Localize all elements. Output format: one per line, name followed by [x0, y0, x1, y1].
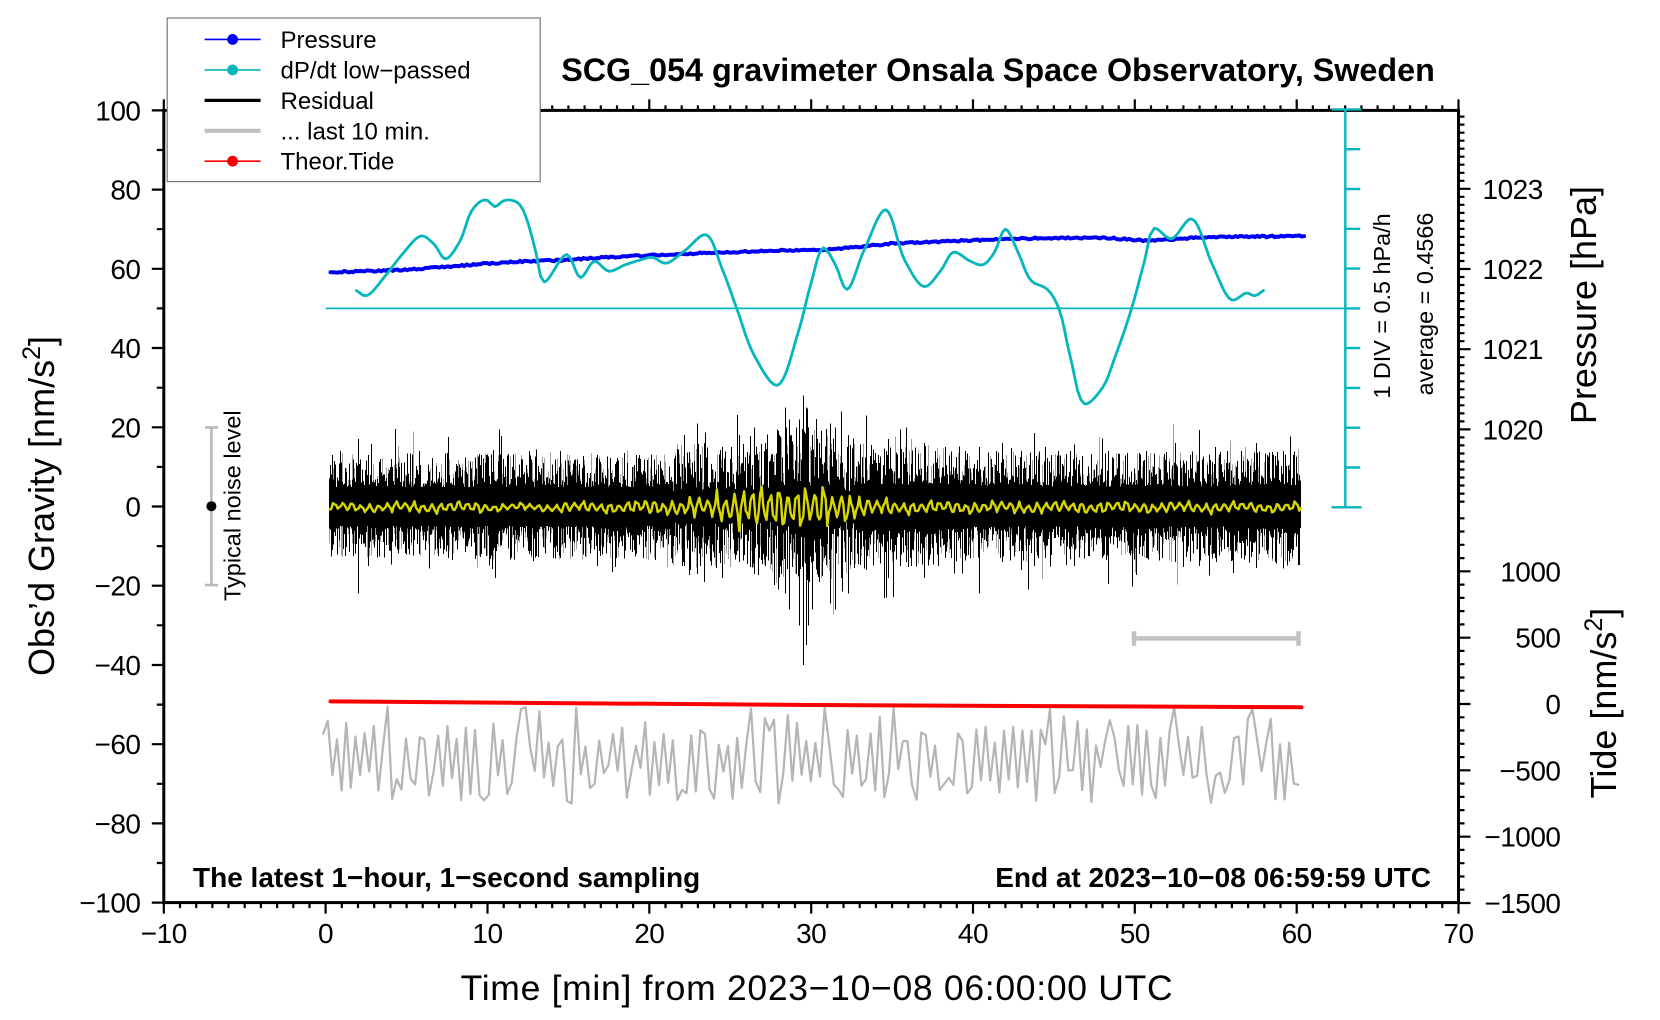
- svg-text:1020: 1020: [1483, 414, 1543, 445]
- svg-text:1022: 1022: [1483, 254, 1543, 285]
- svg-text:100: 100: [95, 95, 140, 126]
- svg-text:The latest 1−hour, 1−second sa: The latest 1−hour, 1−second sampling: [193, 862, 700, 893]
- svg-text:Typical noise level: Typical noise level: [220, 410, 246, 601]
- svg-text:0: 0: [1545, 689, 1560, 720]
- svg-text:−1500: −1500: [1484, 888, 1560, 919]
- svg-text:500: 500: [1515, 623, 1560, 654]
- svg-text:1021: 1021: [1483, 334, 1543, 365]
- svg-text:50: 50: [1120, 918, 1150, 949]
- svg-text:Pressure [hPa]: Pressure [hPa]: [1563, 186, 1604, 424]
- svg-text:Theor.Tide: Theor.Tide: [281, 149, 395, 176]
- svg-text:Tide [nm/s2]: Tide [nm/s2]: [1580, 608, 1624, 799]
- svg-text:70: 70: [1443, 918, 1473, 949]
- svg-text:average = 0.4566: average = 0.4566: [1412, 213, 1438, 396]
- svg-text:Obs’d Gravity [nm/s2]: Obs’d Gravity [nm/s2]: [18, 336, 62, 676]
- svg-text:80: 80: [110, 175, 140, 206]
- svg-text:−10: −10: [141, 918, 187, 949]
- svg-text:60: 60: [110, 254, 140, 285]
- svg-text:−500: −500: [1499, 755, 1560, 786]
- svg-text:0: 0: [125, 492, 140, 523]
- svg-text:... last 10 min.: ... last 10 min.: [281, 118, 430, 145]
- svg-text:Residual: Residual: [281, 88, 374, 115]
- svg-text:−60: −60: [95, 729, 141, 760]
- svg-text:SCG_054 gravimeter Onsala Spac: SCG_054 gravimeter Onsala Space Observat…: [561, 52, 1435, 88]
- svg-text:20: 20: [634, 918, 664, 949]
- svg-text:−1000: −1000: [1484, 822, 1560, 853]
- svg-text:End at 2023−10−08 06:59:59 UTC: End at 2023−10−08 06:59:59 UTC: [995, 862, 1431, 893]
- svg-text:Time [min] from 2023−10−08 06:: Time [min] from 2023−10−08 06:00:00 UTC: [461, 968, 1174, 1008]
- svg-text:40: 40: [958, 918, 988, 949]
- svg-text:10: 10: [472, 918, 502, 949]
- svg-text:20: 20: [110, 412, 140, 443]
- svg-text:1023: 1023: [1483, 174, 1543, 205]
- svg-text:−80: −80: [95, 808, 141, 839]
- svg-text:1 DIV = 0.5 hPa/h: 1 DIV = 0.5 hPa/h: [1369, 213, 1395, 398]
- svg-text:−20: −20: [95, 571, 141, 602]
- svg-text:dP/dt low−passed: dP/dt low−passed: [281, 57, 471, 84]
- svg-text:−40: −40: [95, 650, 141, 681]
- svg-text:40: 40: [110, 333, 140, 364]
- svg-text:−100: −100: [79, 888, 140, 919]
- svg-text:Pressure: Pressure: [281, 27, 377, 54]
- svg-text:0: 0: [318, 918, 333, 949]
- svg-text:1000: 1000: [1500, 556, 1560, 587]
- svg-text:60: 60: [1282, 918, 1312, 949]
- svg-text:30: 30: [796, 918, 826, 949]
